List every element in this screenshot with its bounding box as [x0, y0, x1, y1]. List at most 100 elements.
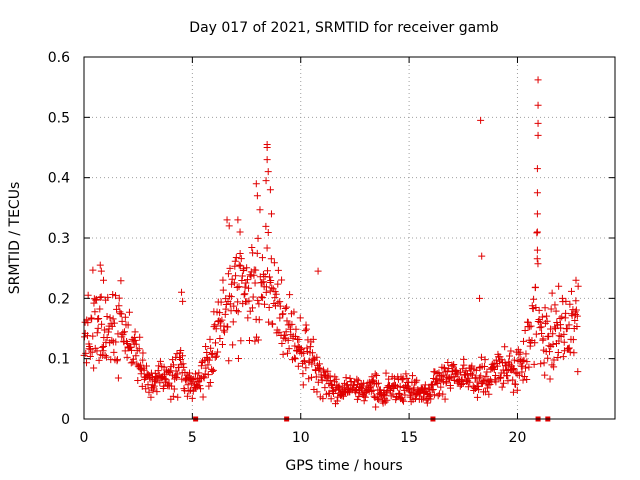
data-point — [255, 316, 263, 324]
data-point — [127, 359, 135, 367]
data-point — [308, 360, 316, 368]
data-point — [232, 306, 240, 314]
data-point — [498, 383, 506, 391]
data-point — [218, 316, 226, 324]
x-tick-label: 10 — [292, 430, 310, 446]
data-point — [217, 298, 225, 306]
data-point — [118, 317, 126, 325]
data-point — [430, 391, 438, 399]
data-point — [476, 294, 484, 302]
data-point — [481, 362, 489, 370]
data-point — [87, 314, 95, 322]
data-point — [314, 378, 322, 386]
data-point — [460, 361, 468, 369]
data-point — [302, 321, 310, 329]
data-point — [278, 310, 286, 318]
data-point — [334, 393, 342, 401]
data-point — [501, 343, 509, 351]
data-point — [543, 312, 551, 320]
data-point — [199, 393, 207, 401]
data-point — [232, 272, 240, 280]
data-point — [251, 337, 259, 345]
data-point — [321, 384, 329, 392]
data-point — [460, 355, 468, 363]
data-point — [165, 368, 173, 376]
data-point — [271, 294, 279, 302]
data-point — [110, 319, 118, 327]
data-point — [258, 254, 266, 262]
data-point — [225, 222, 233, 230]
data-point — [86, 352, 94, 360]
data-point — [108, 336, 116, 344]
data-point — [516, 348, 524, 356]
data-point — [572, 306, 580, 314]
data-point — [398, 376, 406, 384]
data-point — [91, 308, 99, 316]
x-tick-label: 5 — [188, 430, 197, 446]
data-point — [395, 389, 403, 397]
data-point — [262, 177, 270, 185]
data-point — [556, 315, 564, 323]
data-point — [497, 374, 505, 382]
data-point — [276, 314, 284, 322]
data-point — [180, 363, 188, 371]
data-point — [534, 119, 542, 127]
data-point — [204, 361, 212, 369]
data-point — [90, 364, 98, 372]
data-point — [538, 330, 546, 338]
data-point — [254, 234, 262, 242]
data-point — [466, 378, 474, 386]
data-point — [387, 392, 395, 400]
data-point — [319, 395, 327, 403]
data-point — [279, 310, 287, 318]
data-point — [437, 383, 445, 391]
data-point — [256, 206, 264, 214]
data-point — [375, 396, 383, 404]
data-point — [143, 362, 151, 370]
data-point — [504, 377, 512, 385]
data-point — [276, 298, 284, 306]
data-point — [518, 368, 526, 376]
data-point — [104, 293, 112, 301]
data-point — [537, 360, 545, 368]
data-point — [295, 335, 303, 343]
data-point — [211, 321, 219, 329]
data-point — [555, 332, 563, 340]
data-point — [237, 255, 245, 263]
data-point — [115, 302, 123, 310]
data-point — [183, 392, 191, 400]
data-point — [520, 356, 528, 364]
data-point — [145, 388, 153, 396]
data-point — [400, 397, 408, 405]
data-point — [216, 309, 224, 317]
data-point — [537, 323, 545, 331]
data-point — [88, 315, 96, 323]
data-point — [354, 377, 362, 385]
data-point — [555, 282, 563, 290]
data-point — [300, 349, 308, 357]
data-point — [404, 384, 412, 392]
data-point — [283, 303, 291, 311]
data-point — [367, 387, 375, 395]
data-point — [509, 376, 517, 384]
data-point — [103, 333, 111, 341]
data-point — [534, 101, 542, 109]
data-point — [211, 353, 219, 361]
data-point — [205, 356, 213, 364]
data-point — [533, 229, 541, 237]
data-point — [509, 388, 517, 396]
data-point — [367, 382, 375, 390]
data-point — [483, 368, 491, 376]
data-point — [573, 312, 581, 320]
data-point — [228, 275, 236, 283]
data-point — [333, 397, 341, 405]
data-point — [304, 336, 312, 344]
data-point — [563, 324, 571, 332]
data-point — [269, 320, 277, 328]
data-point — [262, 283, 270, 291]
data-point — [527, 322, 535, 330]
data-point — [100, 326, 108, 334]
data-point — [565, 344, 573, 352]
data-point — [236, 228, 244, 236]
data-point — [309, 335, 317, 343]
